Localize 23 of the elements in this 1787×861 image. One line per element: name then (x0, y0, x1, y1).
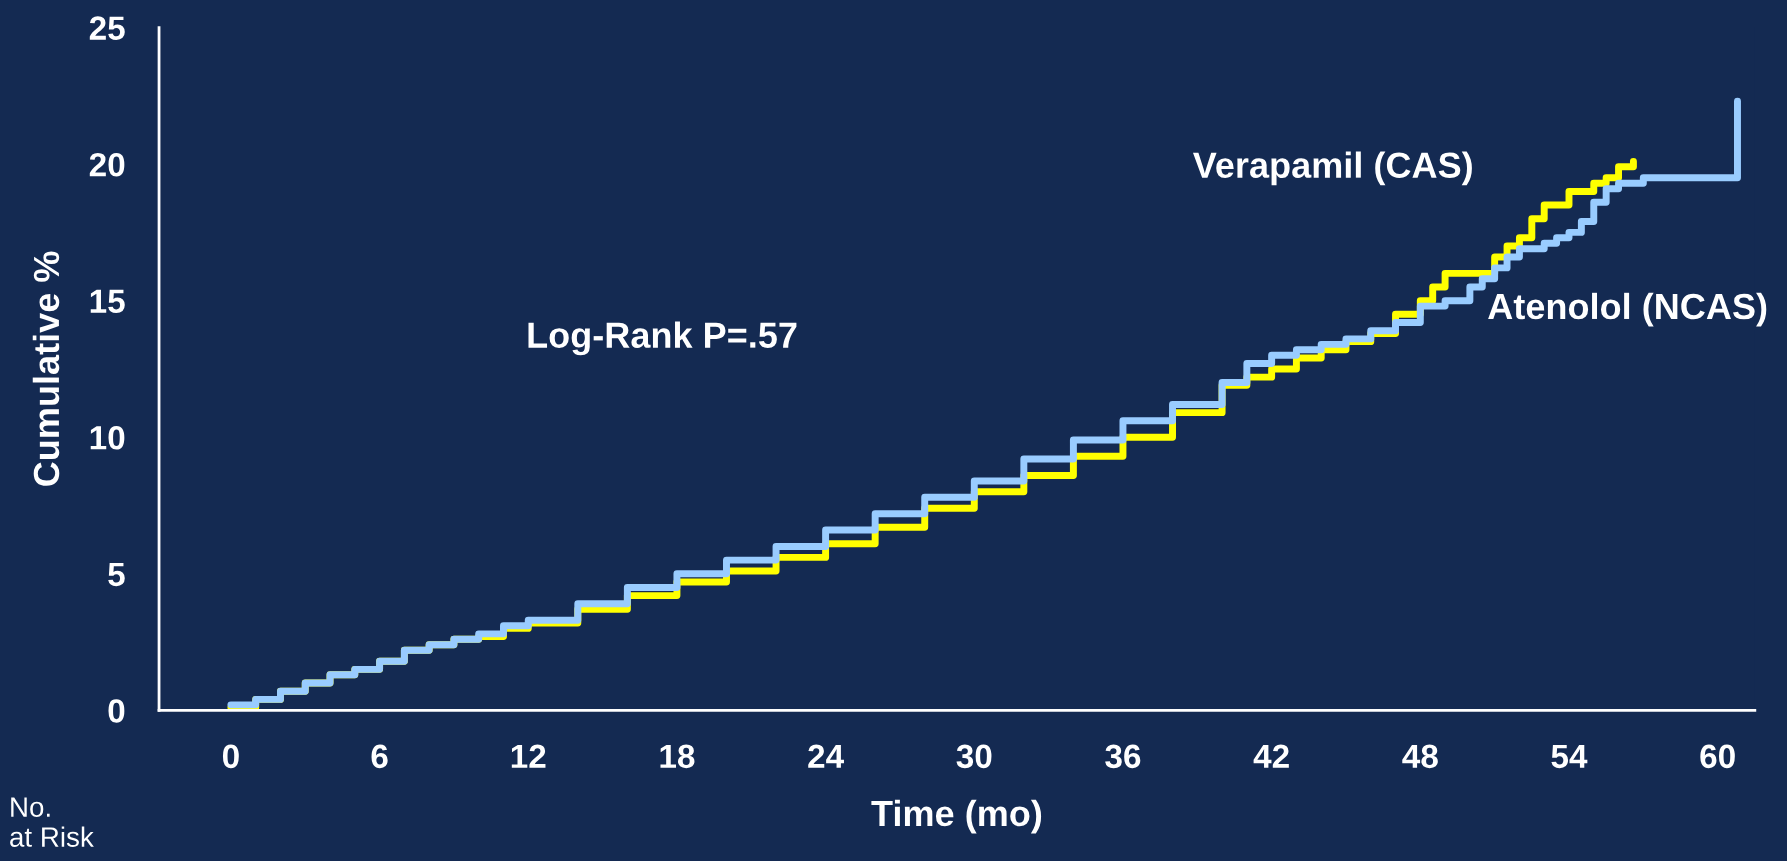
x-tick-label: 12 (511, 744, 546, 768)
x-tick-label: 42 (1253, 744, 1289, 768)
series-label: Verapamil (CAS) (1192, 151, 1472, 186)
x-tick-label: 60 (1700, 744, 1735, 769)
x-tick-label: 30 (956, 744, 992, 769)
x-tick-label: 48 (1402, 744, 1438, 769)
x-tick-label: 24 (808, 744, 844, 768)
x-tick-label: 0 (222, 744, 239, 769)
y-tick-label: 0 (108, 699, 125, 723)
text: No. at Risk (10, 797, 94, 847)
y-tick-label: 15 (90, 289, 125, 314)
y-tick-label: 5 (108, 562, 125, 587)
y-axis-title: Cumulative % (32, 251, 60, 486)
x-axis-title: Time (mo) (871, 799, 1042, 834)
y-tick-label: 20 (89, 152, 125, 177)
x-tick-label: 6 (371, 744, 388, 769)
x-tick-label: 36 (1105, 744, 1141, 769)
series-label: Atenolol (NCAS) (1488, 292, 1767, 327)
x-tick-label: 54 (1551, 744, 1588, 769)
x-tick-label: 18 (660, 744, 695, 769)
y-tick-label: 10 (90, 426, 125, 450)
y-tick-label: 25 (89, 16, 125, 40)
annotation: Log-Rank P=.57 (528, 321, 797, 356)
